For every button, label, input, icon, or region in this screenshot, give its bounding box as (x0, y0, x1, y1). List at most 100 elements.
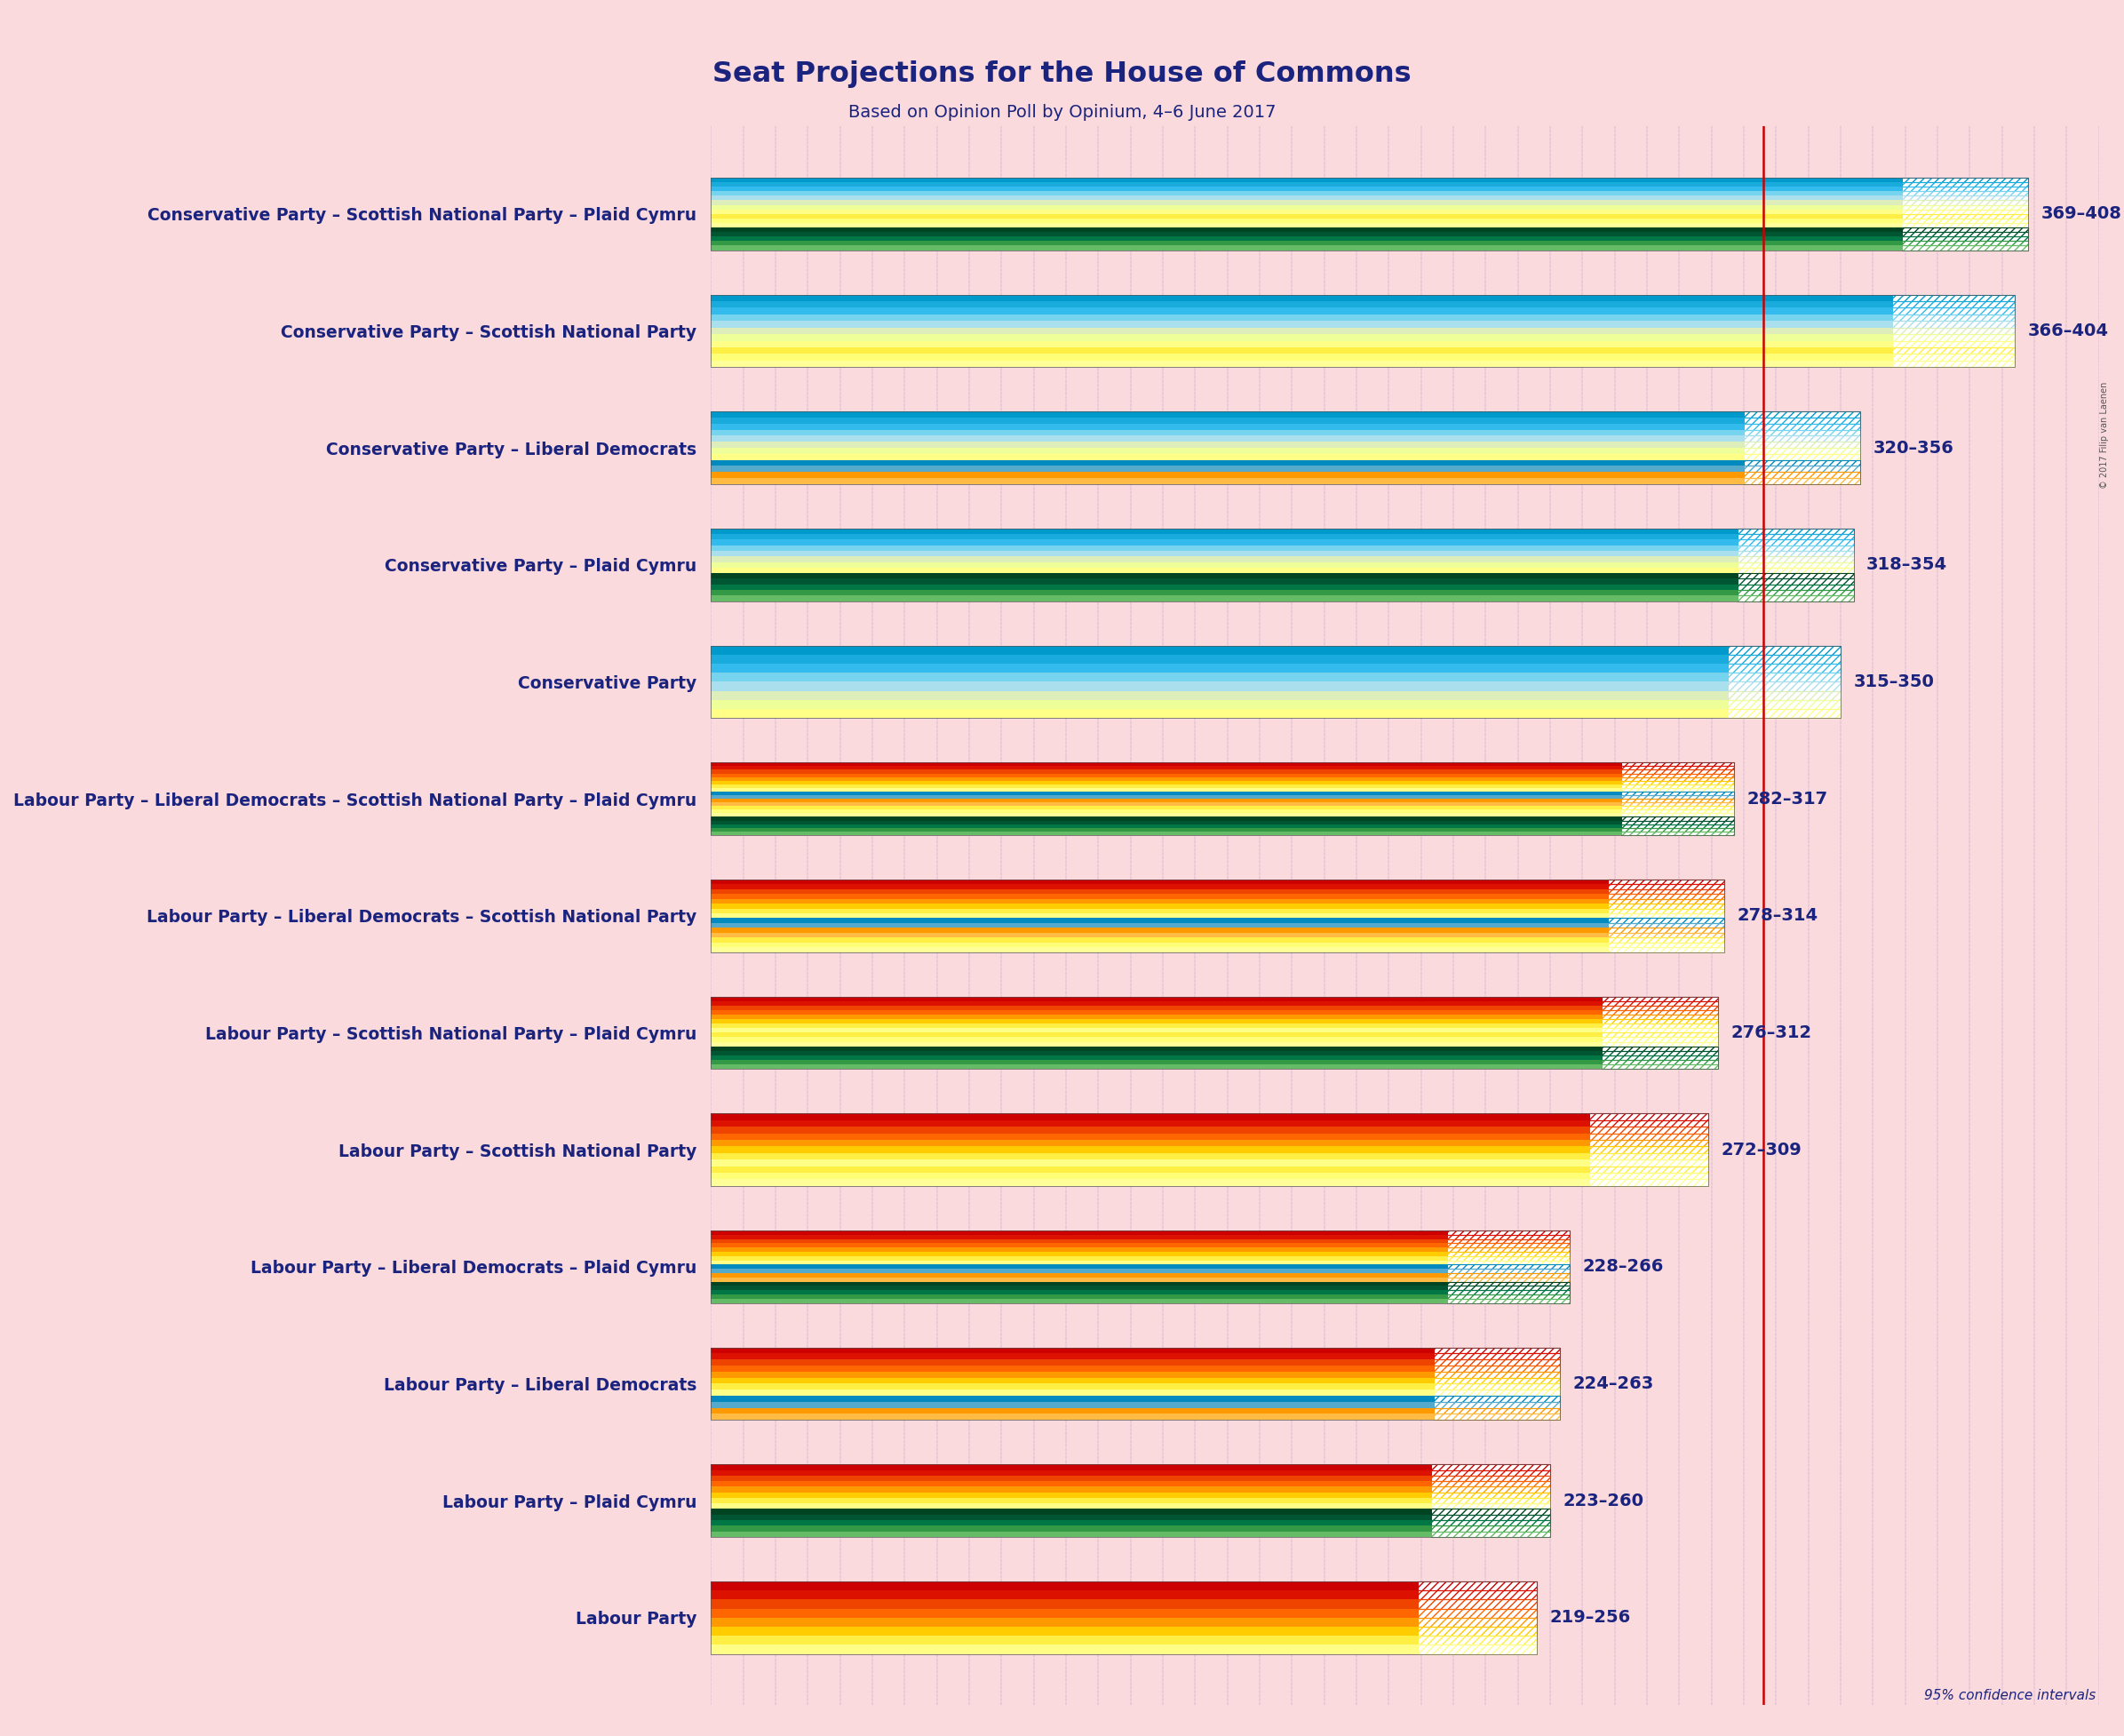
Bar (1432, 1493, 1551, 1498)
Bar (1589, 1153, 1708, 1160)
Bar (712, 1010, 1601, 1014)
Bar (712, 769, 1621, 773)
Text: 272–309: 272–309 (1720, 1141, 1801, 1158)
Bar (712, 1378, 1434, 1384)
Bar (712, 1286, 1446, 1290)
Bar (712, 233, 1901, 236)
Bar (1432, 1498, 1551, 1503)
Bar (1901, 236, 2028, 241)
Bar (1434, 1378, 1559, 1384)
Bar (1589, 1146, 1708, 1153)
Bar (712, 1486, 1432, 1493)
Bar (1737, 562, 1854, 568)
Bar (1446, 1278, 1570, 1281)
Bar (1601, 1024, 1718, 1028)
Bar (1608, 924, 1725, 927)
Bar (1901, 205, 2028, 210)
Bar (712, 948, 1608, 951)
Bar (1601, 1050, 1718, 1055)
Bar (1621, 781, 1733, 785)
Bar (1589, 1120, 1708, 1127)
Bar (1608, 899, 1725, 904)
Bar (1892, 307, 2016, 314)
Bar (712, 1581, 1538, 1654)
Bar (1744, 472, 1861, 477)
Bar (1601, 1036, 1718, 1042)
Bar (712, 241, 1901, 245)
Bar (1608, 880, 1725, 884)
Bar (1621, 778, 1733, 781)
Bar (712, 562, 1737, 568)
Bar (1621, 788, 1733, 792)
Bar (712, 1252, 1446, 1257)
Bar (1434, 1371, 1559, 1378)
Bar (1446, 1290, 1570, 1295)
Bar (1737, 590, 1854, 595)
Bar (712, 295, 2016, 366)
Bar (712, 535, 1737, 540)
Bar (712, 545, 1737, 550)
Bar (1432, 1481, 1551, 1486)
Bar (1589, 1179, 1708, 1186)
Bar (712, 781, 1621, 785)
Bar (712, 1599, 1417, 1609)
Bar (1901, 177, 2028, 182)
Bar (1446, 1252, 1570, 1257)
Bar (1589, 1141, 1708, 1146)
Bar (712, 302, 1892, 307)
Bar (1417, 1581, 1538, 1590)
Bar (712, 418, 1744, 424)
Bar (712, 424, 1744, 431)
Bar (712, 884, 1608, 889)
Bar (1901, 191, 2028, 196)
Bar (712, 1526, 1432, 1531)
Bar (712, 1153, 1589, 1160)
Bar (1608, 943, 1725, 948)
Bar (712, 321, 1892, 328)
Bar (1608, 894, 1725, 899)
Bar (712, 927, 1608, 932)
Bar (1744, 477, 1861, 484)
Bar (1727, 708, 1842, 719)
Bar (712, 1141, 1589, 1146)
Bar (712, 1005, 1601, 1010)
Bar (712, 590, 1737, 595)
Bar (1737, 585, 1854, 590)
Bar (1621, 795, 1733, 799)
Bar (1901, 210, 2028, 214)
Bar (1446, 1243, 1570, 1248)
Bar (1737, 545, 1854, 550)
Bar (1446, 1286, 1570, 1290)
Bar (1621, 832, 1733, 835)
Bar (1589, 1167, 1708, 1174)
Bar (1727, 646, 1842, 654)
Bar (1621, 785, 1733, 788)
Bar (712, 792, 1621, 795)
Bar (1608, 948, 1725, 951)
Bar (1608, 937, 1725, 943)
Bar (712, 1042, 1601, 1047)
Text: 320–356: 320–356 (1873, 439, 1954, 457)
Bar (712, 880, 1725, 951)
Bar (1901, 200, 2028, 205)
Bar (1892, 321, 2016, 328)
Bar (712, 708, 1727, 719)
Bar (712, 205, 1901, 210)
Bar (1608, 948, 1725, 951)
Bar (712, 1609, 1417, 1618)
Bar (712, 222, 1901, 227)
Bar (712, 1503, 1432, 1509)
Bar (1446, 1240, 1570, 1243)
Bar (712, 1264, 1446, 1269)
Bar (712, 557, 1737, 562)
Bar (1727, 654, 1842, 663)
Bar (1589, 1134, 1708, 1141)
Bar (1601, 1010, 1718, 1014)
Bar (1417, 1590, 1538, 1599)
Bar (1608, 904, 1725, 908)
Bar (1892, 295, 2016, 302)
Bar (1727, 654, 1842, 663)
Text: 278–314: 278–314 (1737, 908, 1818, 924)
Bar (712, 812, 1621, 818)
Bar (712, 894, 1608, 899)
